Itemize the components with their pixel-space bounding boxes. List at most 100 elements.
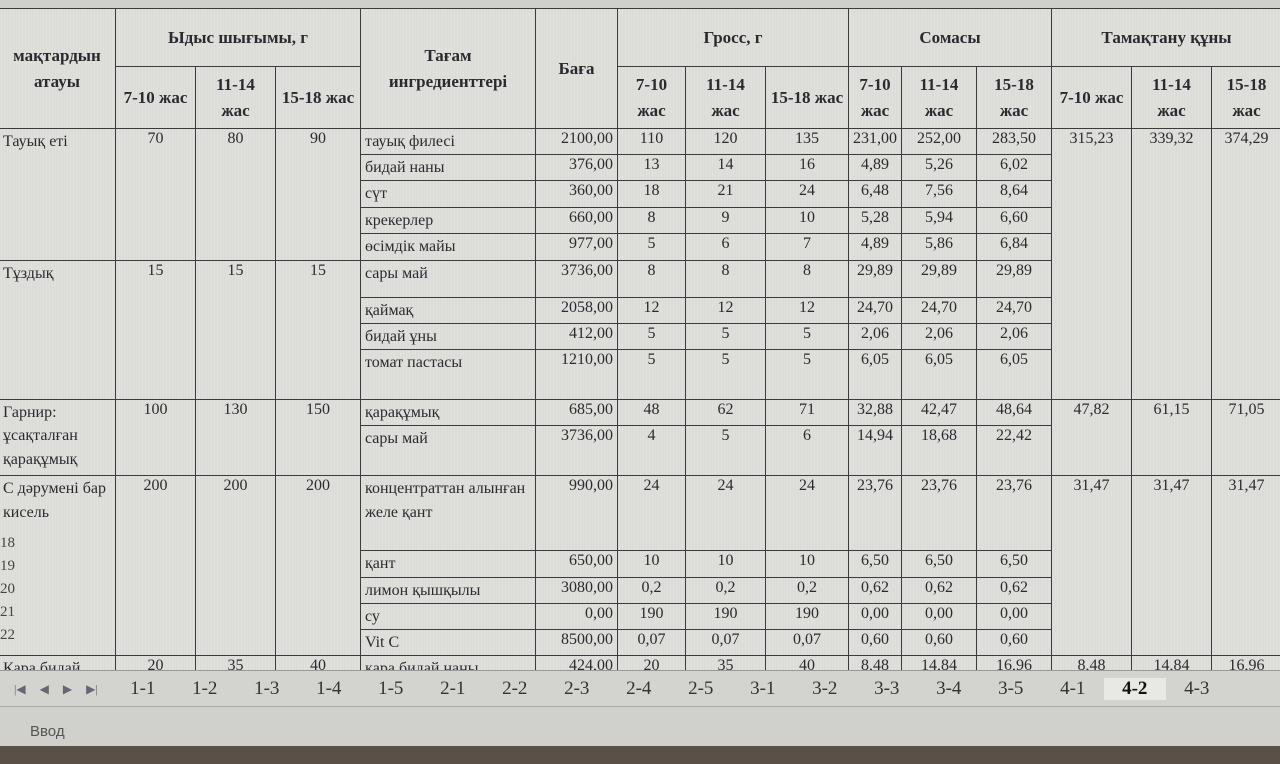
- ingredient-price[interactable]: 8500,00: [535, 628, 618, 657]
- gross-weight[interactable]: 71: [765, 399, 849, 427]
- ingredient-name[interactable]: бидай наны: [360, 154, 536, 182]
- gross-weight[interactable]: 24: [765, 475, 849, 552]
- ingredient-sum[interactable]: 6,02: [976, 154, 1052, 182]
- sheet-tab-2-3[interactable]: 2-3: [564, 678, 590, 699]
- ingredient-sum[interactable]: 0,00: [976, 602, 1052, 630]
- row-number[interactable]: 19: [0, 558, 15, 574]
- ingredient-sum[interactable]: 8,48: [848, 655, 902, 670]
- gross-weight[interactable]: 0,2: [617, 576, 686, 604]
- ingredient-name[interactable]: лимон қышқылы: [360, 576, 536, 604]
- header-age-group[interactable]: 15-18 жас: [765, 66, 849, 129]
- gross-weight[interactable]: 4: [617, 425, 686, 477]
- ingredient-name[interactable]: тауық филесі: [360, 127, 536, 156]
- ingredient-name[interactable]: крекерлер: [360, 206, 536, 234]
- header-dish-name[interactable]: мақтардын атауы: [0, 8, 116, 129]
- header-price[interactable]: Баға: [535, 8, 618, 129]
- gross-weight[interactable]: 21: [685, 180, 766, 208]
- gross-weight[interactable]: 24: [617, 475, 686, 552]
- ingredient-sum[interactable]: 2,06: [848, 322, 902, 351]
- dish-portion[interactable]: 40: [275, 655, 361, 670]
- sheet-tab-4-1[interactable]: 4-1: [1060, 678, 1086, 699]
- ingredient-name[interactable]: томат пастасы: [360, 349, 536, 401]
- dish-portion[interactable]: 15: [275, 259, 361, 401]
- gross-weight[interactable]: 5: [685, 425, 766, 477]
- sheet-tab-1-1[interactable]: 1-1: [130, 678, 156, 699]
- gross-weight[interactable]: 5: [617, 322, 686, 351]
- ingredient-sum[interactable]: 252,00: [901, 127, 977, 156]
- ingredient-sum[interactable]: 5,26: [901, 154, 977, 182]
- gross-weight[interactable]: 8: [685, 259, 766, 298]
- meal-cost[interactable]: 8,48: [1051, 655, 1132, 670]
- ingredient-sum[interactable]: 2,06: [976, 322, 1052, 351]
- gross-weight[interactable]: 20: [617, 655, 686, 670]
- ingredient-name[interactable]: қара бидай наны: [360, 655, 536, 670]
- first-sheet-icon[interactable]: |◀: [14, 681, 26, 696]
- gross-weight[interactable]: 12: [765, 296, 849, 324]
- gross-weight[interactable]: 8: [617, 259, 686, 298]
- row-number[interactable]: 18: [0, 535, 15, 551]
- sheet-tab-2-2[interactable]: 2-2: [502, 678, 528, 699]
- ingredient-name[interactable]: қаймақ: [360, 296, 536, 324]
- header-age-group[interactable]: 7-10 жас: [617, 66, 686, 129]
- ingredient-sum[interactable]: 6,05: [848, 349, 902, 401]
- ingredient-sum[interactable]: 0,60: [901, 628, 977, 657]
- ingredient-sum[interactable]: 0,62: [848, 576, 902, 604]
- ingredient-sum[interactable]: 8,64: [976, 180, 1052, 208]
- ingredient-price[interactable]: 0,00: [535, 602, 618, 630]
- header-cost[interactable]: Тамақтану құны: [1051, 8, 1280, 67]
- ingredient-sum[interactable]: 32,88: [848, 399, 902, 427]
- sheet-tab-3-2[interactable]: 3-2: [812, 678, 838, 699]
- ingredient-name[interactable]: өсімдік майы: [360, 232, 536, 261]
- sheet-tab-1-4[interactable]: 1-4: [316, 678, 342, 699]
- ingredient-sum[interactable]: 0,00: [848, 602, 902, 630]
- ingredient-name[interactable]: бидай ұны: [360, 322, 536, 351]
- ingredient-sum[interactable]: 6,84: [976, 232, 1052, 261]
- dish-portion[interactable]: 200: [195, 475, 276, 657]
- ingredient-price[interactable]: 650,00: [535, 550, 618, 578]
- dish-name[interactable]: С дәрумені бар кисель: [0, 475, 116, 657]
- ingredient-price[interactable]: 360,00: [535, 180, 618, 208]
- dish-portion[interactable]: 200: [115, 475, 196, 657]
- ingredient-sum[interactable]: 283,50: [976, 127, 1052, 156]
- gross-weight[interactable]: 5: [765, 349, 849, 401]
- header-ingredients[interactable]: Тағам ингредиенттері: [360, 8, 536, 129]
- gross-weight[interactable]: 8: [617, 206, 686, 234]
- meal-cost[interactable]: 31,47: [1211, 475, 1280, 657]
- ingredient-sum[interactable]: 16,96: [976, 655, 1052, 670]
- sheet-tab-3-1[interactable]: 3-1: [750, 678, 776, 699]
- next-sheet-icon[interactable]: ▶: [62, 681, 73, 696]
- header-gross[interactable]: Гросс, г: [617, 8, 849, 67]
- ingredient-sum[interactable]: 0,62: [976, 576, 1052, 604]
- dish-portion[interactable]: 130: [195, 399, 276, 477]
- gross-weight[interactable]: 14: [685, 154, 766, 182]
- ingredient-sum[interactable]: 48,64: [976, 399, 1052, 427]
- ingredient-name[interactable]: қарақұмық: [360, 399, 536, 427]
- ingredient-sum[interactable]: 23,76: [848, 475, 902, 552]
- meal-cost[interactable]: 339,32: [1131, 127, 1212, 401]
- gross-weight[interactable]: 24: [685, 475, 766, 552]
- sheet-tab-3-5[interactable]: 3-5: [998, 678, 1024, 699]
- meal-cost[interactable]: 31,47: [1051, 475, 1132, 657]
- gross-weight[interactable]: 120: [685, 127, 766, 156]
- header-age-group[interactable]: 11-14 жас: [901, 66, 977, 129]
- ingredient-sum[interactable]: 23,76: [901, 475, 977, 552]
- gross-weight[interactable]: 110: [617, 127, 686, 156]
- ingredient-sum[interactable]: 24,70: [976, 296, 1052, 324]
- header-age-group[interactable]: 7-10 жас: [848, 66, 902, 129]
- gross-weight[interactable]: 7: [765, 232, 849, 261]
- gross-weight[interactable]: 62: [685, 399, 766, 427]
- sheet-tab-1-2[interactable]: 1-2: [192, 678, 218, 699]
- ingredient-price[interactable]: 660,00: [535, 206, 618, 234]
- dish-portion[interactable]: 70: [115, 128, 196, 261]
- meal-cost[interactable]: 61,15: [1131, 399, 1212, 477]
- ingredient-sum[interactable]: 2,06: [901, 322, 977, 351]
- header-age-group[interactable]: 15-18 жас: [1211, 66, 1280, 129]
- ingredient-price[interactable]: 990,00: [535, 475, 618, 552]
- ingredient-sum[interactable]: 6,50: [901, 550, 977, 578]
- ingredient-name[interactable]: қант: [360, 550, 536, 578]
- ingredient-sum[interactable]: 5,86: [901, 232, 977, 261]
- sheet-tab-3-4[interactable]: 3-4: [936, 678, 962, 699]
- ingredient-price[interactable]: 3080,00: [535, 576, 618, 604]
- ingredient-sum[interactable]: 4,89: [848, 232, 902, 261]
- dish-portion[interactable]: 90: [275, 128, 361, 261]
